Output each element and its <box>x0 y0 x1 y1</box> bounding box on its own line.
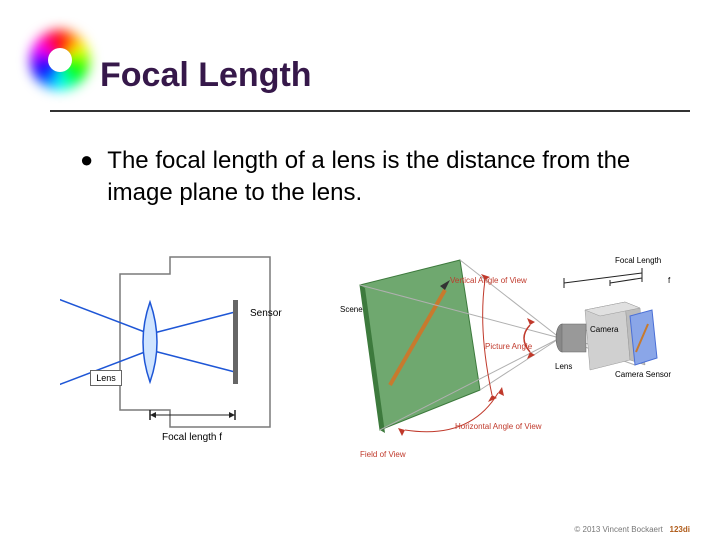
horizontal-angle-label: Horizontal Angle of View <box>455 422 542 431</box>
title-underline <box>50 110 690 112</box>
focal-length-f-label: Focal length f <box>162 432 222 443</box>
bullet-text: The focal length of a lens is the distan… <box>107 145 680 210</box>
f-label: f <box>668 276 670 285</box>
footer-logo-text: 123di <box>670 525 690 534</box>
vertical-angle-label: Vertical Angle of View <box>450 276 527 285</box>
logo-center <box>48 48 72 72</box>
sensor-label: Sensor <box>250 308 282 319</box>
lens-label-box: Lens <box>90 370 122 386</box>
diagrams-container: Lens Sensor Focal length f <box>60 240 680 510</box>
field-of-view-label: Field of View <box>360 450 406 459</box>
lens-label: Lens <box>96 373 116 383</box>
bullet-dot-icon: ● <box>80 145 93 176</box>
picture-angle-label: Picture Angle <box>485 342 532 351</box>
lens-label-right: Lens <box>555 362 572 371</box>
copyright-footer: © 2013 Vincent Bockaert 123di <box>574 525 690 534</box>
camera-label: Camera <box>590 325 618 334</box>
camera-sensor-label: Camera Sensor <box>615 370 671 379</box>
bullet-item: ● The focal length of a lens is the dist… <box>80 145 680 210</box>
scene-label: Scene <box>340 305 363 314</box>
slide-title: Focal Length <box>100 56 312 95</box>
copyright-text: © 2013 Vincent Bockaert <box>574 525 662 534</box>
focal-length-label-right: Focal Length <box>615 256 661 265</box>
